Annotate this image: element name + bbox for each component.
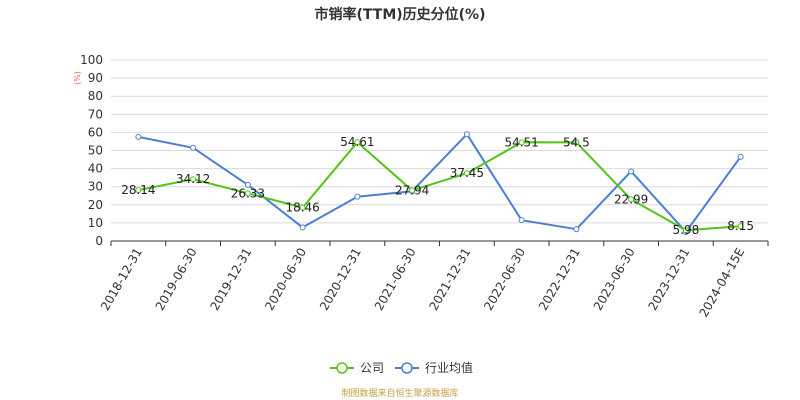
y-tick-label: 20	[88, 198, 103, 212]
x-tick-label: 2018-12-31	[98, 246, 145, 313]
data-label: 37.45	[450, 166, 484, 180]
y-tick-label: 90	[88, 71, 103, 85]
legend-label: 行业均值	[425, 360, 473, 375]
data-label: 27.94	[395, 183, 429, 197]
y-tick-label: 10	[88, 216, 103, 230]
data-label: 18.46	[285, 201, 319, 215]
data-label: 26.33	[231, 186, 265, 200]
y-tick-label: 50	[88, 144, 103, 158]
x-tick-label: 2023-12-31	[645, 246, 692, 313]
y-tick-label: 70	[88, 107, 103, 121]
data-point	[244, 181, 251, 188]
data-point	[628, 168, 635, 175]
data-point	[682, 227, 689, 234]
data-point	[737, 153, 744, 160]
y-tick-label: 80	[88, 89, 103, 103]
data-label: 54.51	[504, 135, 538, 149]
source-note: 制图数据来自恒生聚源数据库	[341, 387, 458, 399]
data-label: 5.98	[673, 223, 700, 237]
x-tick-label: 2022-06-30	[481, 246, 528, 313]
series-layer	[135, 131, 744, 235]
data-point	[573, 226, 580, 233]
x-tick-label: 2019-06-30	[153, 246, 200, 313]
legend-marker	[336, 362, 348, 374]
data-label: 22.99	[614, 192, 648, 206]
y-axis-ticks: 0 10 20 30 40 50 60 70 80 90 100	[80, 53, 103, 248]
series-line-1	[138, 133, 742, 233]
data-labels: 28.14 34.12 26.33 18.46 54.61 27.94 37.45 54.51…	[121, 135, 754, 237]
data-point	[190, 144, 197, 151]
data-label: 54.61	[340, 135, 374, 149]
y-tick-label: 100	[80, 53, 103, 67]
grid	[111, 59, 768, 242]
data-point	[409, 187, 416, 194]
data-point	[463, 170, 470, 177]
x-tick-label: 2020-06-30	[262, 246, 309, 313]
x-tick-label: 2020-12-31	[317, 246, 364, 313]
series-line-0	[138, 141, 741, 232]
x-tick-label: 2023-06-30	[591, 246, 638, 313]
legend: 公司 行业均值	[330, 360, 473, 375]
legend-label: 公司	[360, 361, 384, 375]
x-tick-label: 2024-04-15E	[696, 246, 747, 320]
data-point	[135, 187, 142, 194]
y-tick-label: 30	[88, 180, 103, 194]
chart-title: 市销率(TTM)历史分位(%)	[315, 6, 486, 23]
data-point	[135, 133, 142, 140]
legend-marker	[401, 362, 413, 374]
y-tick-label: 40	[88, 162, 103, 176]
data-point	[354, 139, 361, 146]
data-point	[244, 190, 251, 197]
data-label: 54.5	[563, 135, 590, 149]
x-axis: 2018-12-31 2019-06-30 2019-12-31 2020-06-30…	[98, 240, 769, 320]
y-axis-unit: (%)	[73, 71, 82, 85]
data-point	[573, 139, 580, 146]
data-point	[518, 139, 525, 146]
data-point	[628, 196, 635, 203]
data-label: 8.15	[727, 219, 754, 233]
data-point	[299, 204, 306, 211]
data-point	[737, 223, 744, 230]
data-point	[518, 217, 525, 224]
data-point	[190, 176, 197, 183]
data-point	[463, 131, 470, 138]
y-tick-label: 60	[88, 125, 103, 139]
data-label: 28.14	[121, 183, 155, 197]
x-tick-label: 2021-12-31	[426, 246, 473, 313]
data-point	[354, 193, 361, 200]
data-label: 34.12	[176, 172, 210, 186]
y-tick-label: 0	[95, 234, 103, 248]
x-tick-label: 2019-12-31	[207, 246, 254, 313]
x-tick-label: 2021-06-30	[372, 246, 419, 313]
data-point	[299, 224, 306, 231]
x-tick-label: 2022-12-31	[536, 246, 583, 313]
